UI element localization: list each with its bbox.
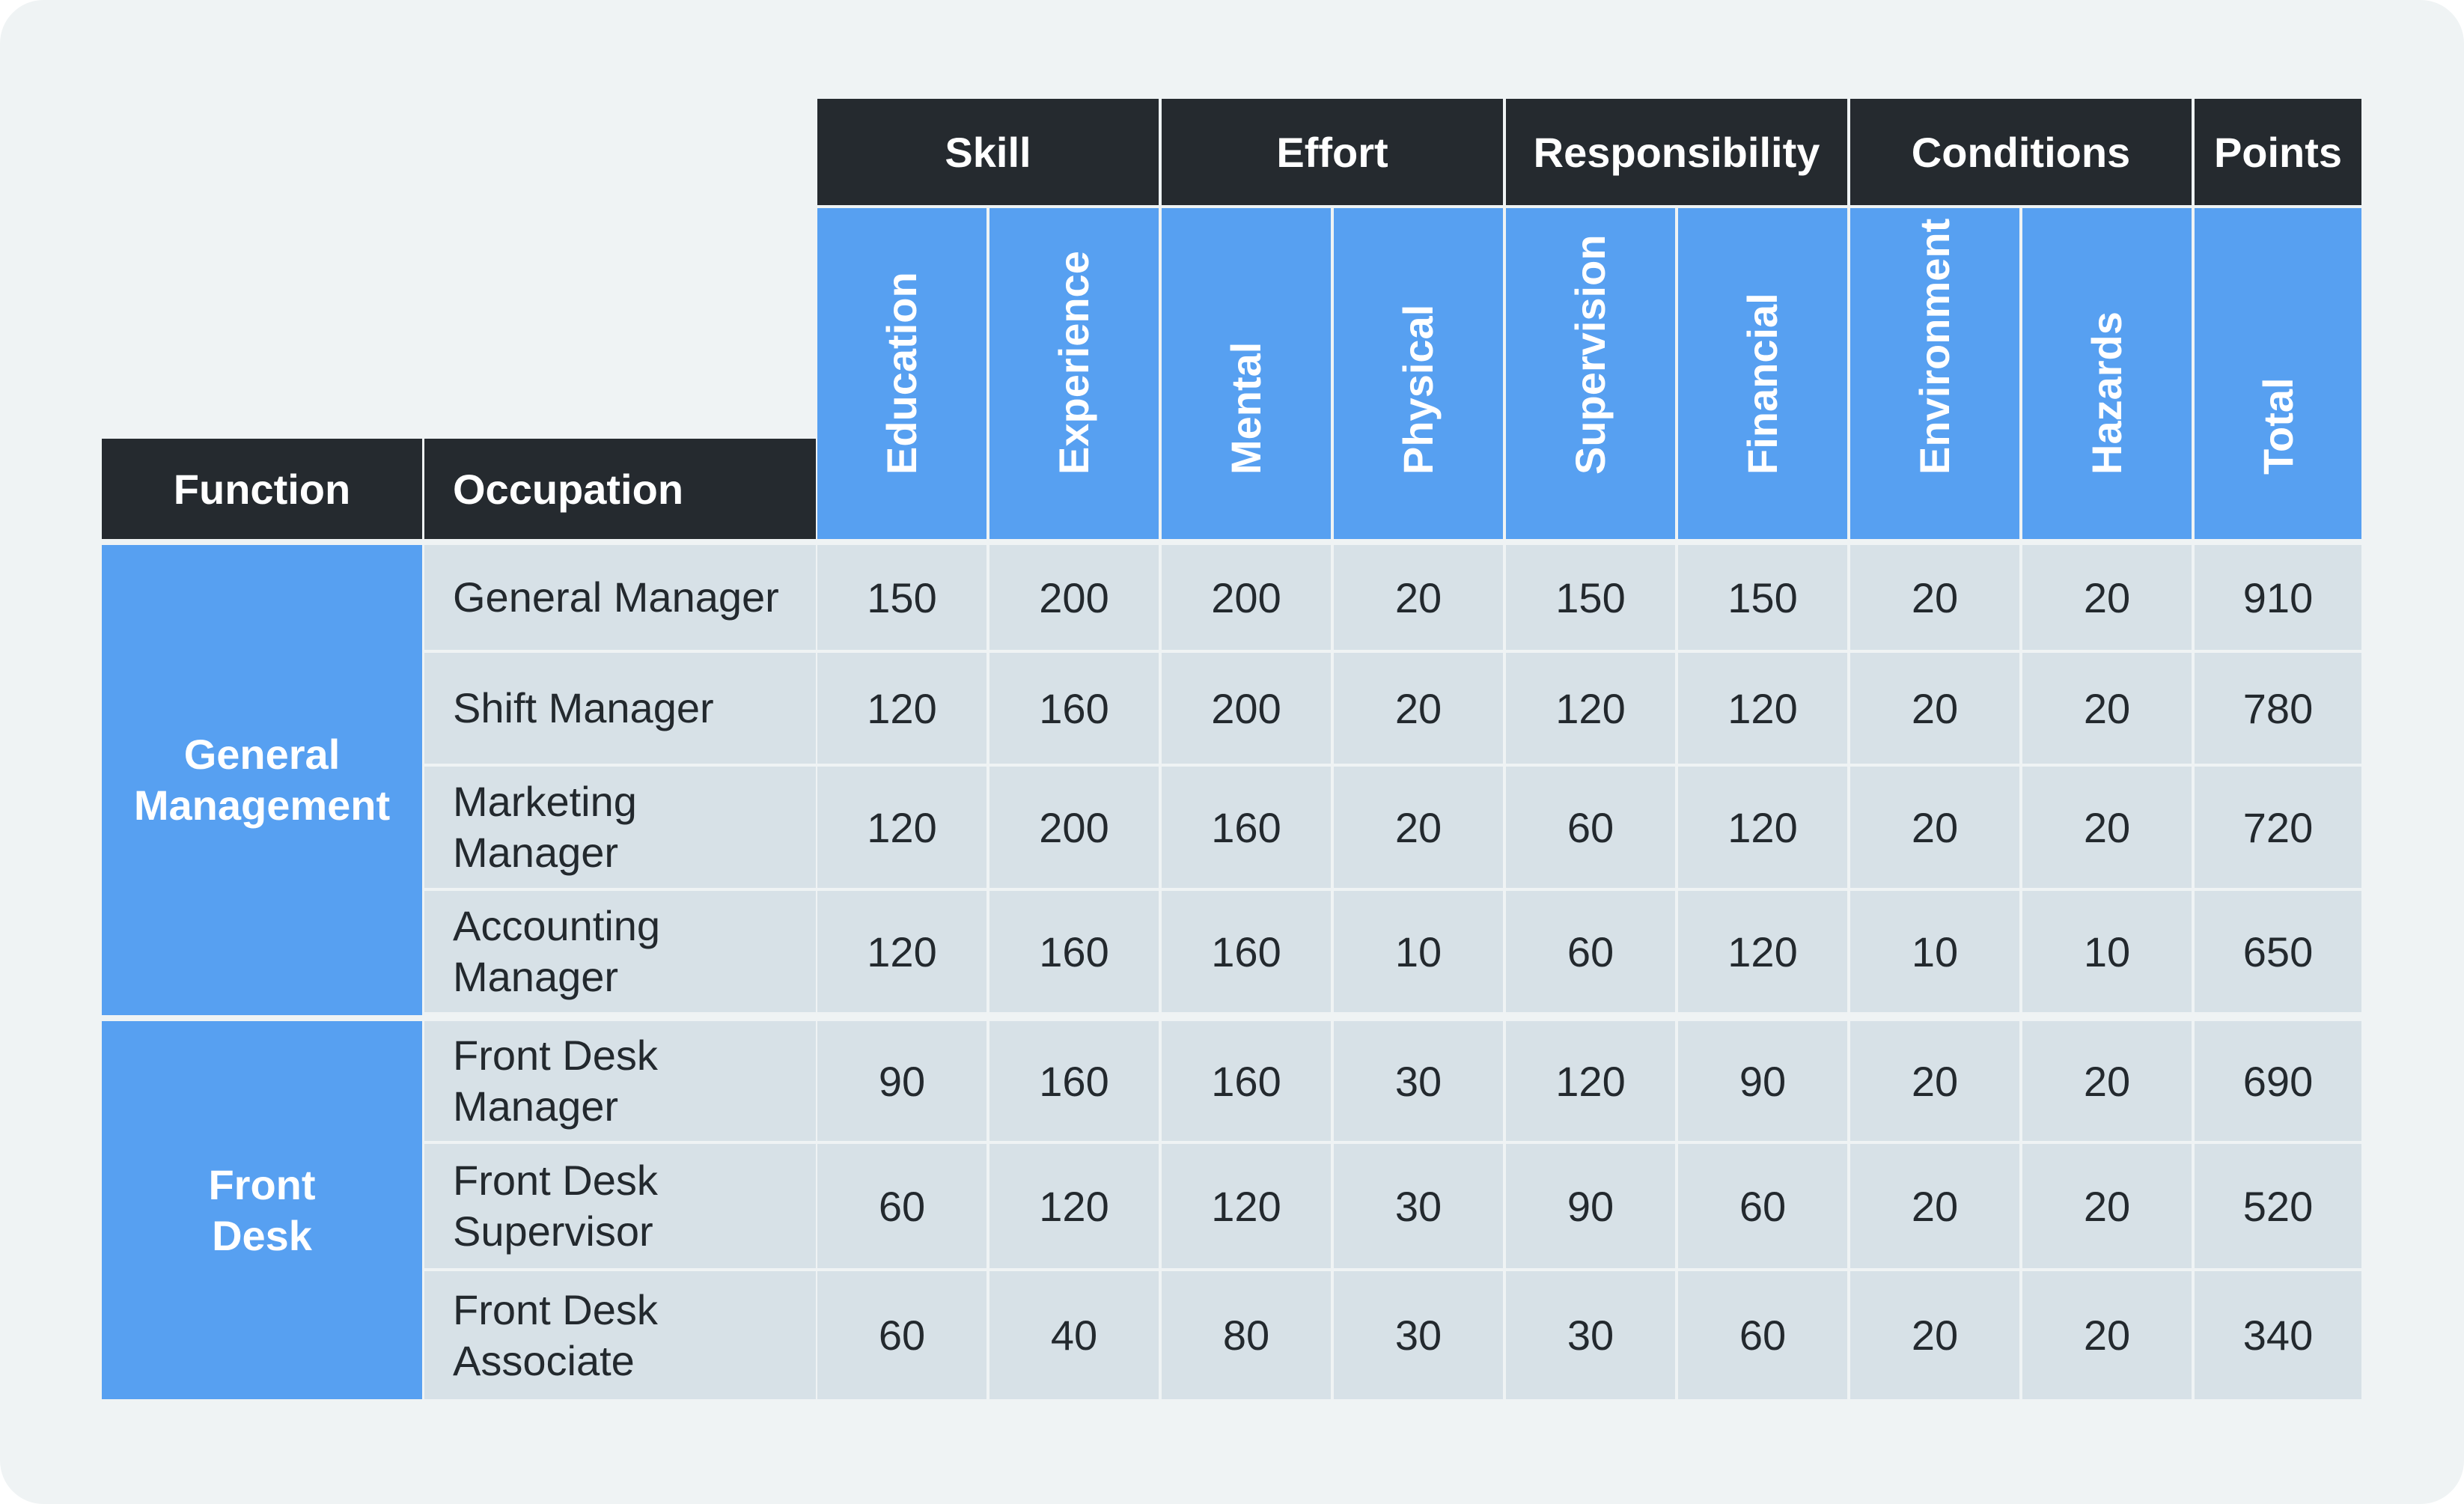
column-header-mental: Mental	[1162, 208, 1331, 539]
value-cell-supervision: 120	[1506, 653, 1675, 764]
function-cell: Front Desk	[102, 1021, 422, 1399]
value-cell-mental: 160	[1162, 1021, 1331, 1141]
value-cell-hazards: 20	[2022, 767, 2192, 888]
value-cell-physical: 30	[1334, 1271, 1503, 1399]
column-header-label: Supervision	[1567, 234, 1614, 475]
value-cell-physical: 20	[1334, 653, 1503, 764]
value-cell-experience: 160	[989, 891, 1159, 1012]
column-header-supervision: Supervision	[1506, 208, 1675, 539]
column-header-label: Physical	[1394, 304, 1442, 475]
function-header: Function	[102, 439, 422, 539]
value-cell-total: 690	[2195, 1021, 2361, 1141]
column-header-label: Financial	[1739, 293, 1786, 475]
occupation-cell: Front Desk Associate	[424, 1271, 816, 1399]
value-cell-supervision: 150	[1506, 545, 1675, 650]
value-cell-environment: 20	[1850, 545, 2019, 650]
column-header-label: Hazards	[2083, 311, 2130, 475]
value-cell-total: 780	[2195, 653, 2361, 764]
value-cell-hazards: 20	[2022, 1144, 2192, 1268]
group-header-conditions: Conditions	[1850, 99, 2192, 205]
value-cell-education: 90	[817, 1021, 986, 1141]
value-cell-mental: 80	[1162, 1271, 1331, 1399]
value-cell-financial: 150	[1678, 545, 1847, 650]
value-cell-mental: 120	[1162, 1144, 1331, 1268]
value-cell-physical: 20	[1334, 767, 1503, 888]
value-cell-experience: 120	[989, 1144, 1159, 1268]
value-cell-education: 120	[817, 891, 986, 1012]
value-cell-supervision: 120	[1506, 1021, 1675, 1141]
column-header-total: Total	[2195, 208, 2361, 539]
value-cell-environment: 20	[1850, 1271, 2019, 1399]
value-cell-financial: 60	[1678, 1271, 1847, 1399]
occupation-header: Occupation	[424, 439, 816, 539]
group-header-points: Points	[2195, 99, 2361, 205]
value-cell-financial: 120	[1678, 767, 1847, 888]
column-header-hazards: Hazards	[2022, 208, 2192, 539]
value-cell-supervision: 30	[1506, 1271, 1675, 1399]
value-cell-supervision: 60	[1506, 767, 1675, 888]
value-cell-education: 120	[817, 653, 986, 764]
value-cell-hazards: 10	[2022, 891, 2192, 1012]
occupation-cell: Shift Manager	[424, 653, 816, 764]
column-header-education: Education	[817, 208, 986, 539]
column-header-label: Experience	[1050, 251, 1097, 475]
value-cell-hazards: 20	[2022, 545, 2192, 650]
group-header-responsibility: Responsibility	[1506, 99, 1847, 205]
column-header-environment: Environment	[1850, 208, 2019, 539]
value-cell-physical: 20	[1334, 545, 1503, 650]
value-cell-total: 910	[2195, 545, 2361, 650]
group-header-effort: Effort	[1162, 99, 1503, 205]
value-cell-experience: 200	[989, 545, 1159, 650]
value-cell-hazards: 20	[2022, 1271, 2192, 1399]
value-cell-education: 150	[817, 545, 986, 650]
value-cell-environment: 10	[1850, 891, 2019, 1012]
value-cell-physical: 30	[1334, 1021, 1503, 1141]
value-cell-experience: 40	[989, 1271, 1159, 1399]
column-header-label: Environment	[1911, 218, 1958, 475]
column-header-label: Mental	[1222, 341, 1269, 475]
value-cell-hazards: 20	[2022, 1021, 2192, 1141]
column-header-financial: Financial	[1678, 208, 1847, 539]
value-cell-physical: 10	[1334, 891, 1503, 1012]
value-cell-experience: 160	[989, 653, 1159, 764]
value-cell-mental: 160	[1162, 767, 1331, 888]
value-cell-environment: 20	[1850, 653, 2019, 764]
value-cell-financial: 90	[1678, 1021, 1847, 1141]
value-cell-experience: 200	[989, 767, 1159, 888]
value-cell-financial: 120	[1678, 891, 1847, 1012]
value-cell-total: 720	[2195, 767, 2361, 888]
value-cell-education: 60	[817, 1271, 986, 1399]
occupation-cell: Accounting Manager	[424, 891, 816, 1012]
occupation-cell: Front Desk Supervisor	[424, 1144, 816, 1268]
group-header-skill: Skill	[817, 99, 1159, 205]
column-header-physical: Physical	[1334, 208, 1503, 539]
column-header-experience: Experience	[989, 208, 1159, 539]
column-header-label: Total	[2254, 377, 2302, 475]
value-cell-mental: 200	[1162, 653, 1331, 764]
value-cell-total: 650	[2195, 891, 2361, 1012]
value-cell-supervision: 60	[1506, 891, 1675, 1012]
column-header-label: Education	[878, 272, 925, 475]
value-cell-experience: 160	[989, 1021, 1159, 1141]
function-cell: General Management	[102, 545, 422, 1015]
value-cell-environment: 20	[1850, 1144, 2019, 1268]
value-cell-education: 120	[817, 767, 986, 888]
occupation-cell: Front Desk Manager	[424, 1021, 816, 1141]
value-cell-financial: 60	[1678, 1144, 1847, 1268]
value-cell-environment: 20	[1850, 1021, 2019, 1141]
occupation-cell: Marketing Manager	[424, 767, 816, 888]
value-cell-mental: 200	[1162, 545, 1331, 650]
value-cell-environment: 20	[1850, 767, 2019, 888]
occupation-cell: General Manager	[424, 545, 816, 650]
value-cell-hazards: 20	[2022, 653, 2192, 764]
value-cell-supervision: 90	[1506, 1144, 1675, 1268]
value-cell-physical: 30	[1334, 1144, 1503, 1268]
value-cell-total: 520	[2195, 1144, 2361, 1268]
value-cell-total: 340	[2195, 1271, 2361, 1399]
value-cell-education: 60	[817, 1144, 986, 1268]
value-cell-mental: 160	[1162, 891, 1331, 1012]
value-cell-financial: 120	[1678, 653, 1847, 764]
